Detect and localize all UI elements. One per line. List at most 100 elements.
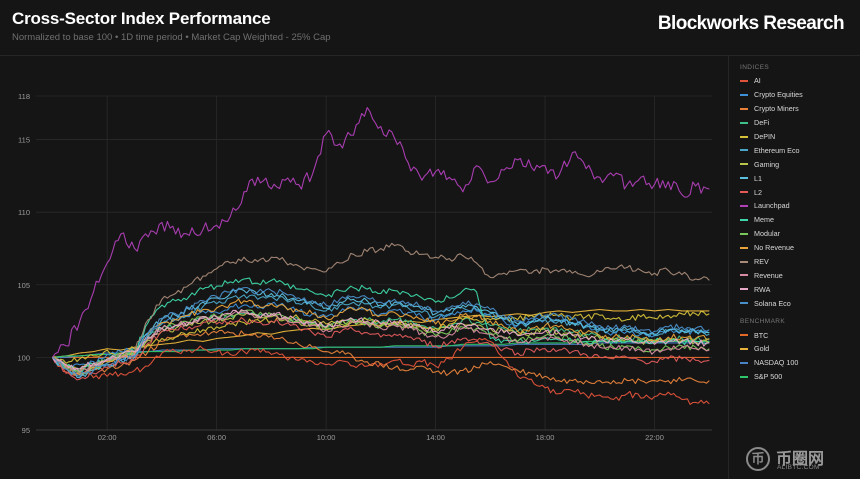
series-line-l2 — [51, 317, 710, 381]
header-divider — [0, 55, 860, 56]
legend-label: NASDAQ 100 — [754, 358, 799, 368]
legend-item-btc[interactable]: BTC — [740, 328, 858, 342]
legend-item-revenue[interactable]: Revenue — [740, 268, 858, 282]
legend-label: Gaming — [754, 159, 780, 169]
x-tick-label: 06:00 — [207, 433, 226, 442]
series-line-launchpad — [51, 107, 710, 358]
legend-label: Modular — [754, 229, 780, 239]
series-line-crypto-miners — [52, 329, 710, 385]
y-tick-label: 95 — [22, 426, 30, 435]
legend-item-rwa[interactable]: RWA — [740, 282, 858, 296]
watermark-name: 币圈网 — [776, 451, 825, 468]
y-tick-label: 118 — [18, 92, 30, 101]
chart-title: Cross-Sector Index Performance — [12, 9, 271, 28]
legend-swatch — [740, 246, 748, 249]
legend-item-l1[interactable]: L1 — [740, 171, 858, 185]
legend-item-crypto-miners[interactable]: Crypto Miners — [740, 102, 858, 116]
legend-label: BTC — [754, 330, 769, 340]
legend-item-gaming[interactable]: Gaming — [740, 157, 858, 171]
legend-item-launchpad[interactable]: Launchpad — [740, 199, 858, 213]
legend-divider — [728, 56, 729, 479]
watermark: 币 币圈网 ALIBTC.COM — [746, 445, 854, 475]
legend-label: Solana Eco — [754, 298, 791, 308]
x-tick-label: 14:00 — [426, 433, 445, 442]
legend-label: Crypto Miners — [754, 104, 799, 114]
legend-swatch — [740, 204, 748, 207]
legend-item-ethereum-eco[interactable]: Ethereum Eco — [740, 143, 858, 157]
legend: INDICES AI Crypto Equities Crypto Miners De… — [740, 64, 858, 384]
y-tick-label: 100 — [17, 353, 30, 362]
legend-item-solana-eco[interactable]: Solana Eco — [740, 296, 858, 310]
grid-lines — [36, 95, 712, 431]
legend-swatch — [740, 191, 748, 194]
x-tick-label: 10:00 — [317, 433, 336, 442]
legend-swatch — [740, 163, 748, 166]
legend-swatch — [740, 218, 748, 221]
legend-label: REV — [754, 257, 769, 267]
chart-plot: 95 100 105 110 115 118 02:00 06:00 10:00 14:00 18… — [17, 92, 712, 442]
brand-logo: Blockworks Research — [657, 13, 845, 34]
series-line-solana-eco — [52, 286, 710, 377]
legend-item-defi[interactable]: DeFi — [740, 116, 858, 130]
legend-label: L1 — [754, 173, 762, 183]
series-line-l1 — [51, 288, 710, 379]
x-tick-label: 18:00 — [536, 433, 555, 442]
legend-label: DeFi — [754, 118, 770, 128]
series-lines — [51, 107, 710, 405]
legend-item-meme[interactable]: Meme — [740, 213, 858, 227]
legend-swatch — [740, 232, 748, 235]
legend-label: No Revenue — [754, 243, 794, 253]
legend-swatch — [740, 347, 748, 350]
legend-item-gold[interactable]: Gold — [740, 342, 858, 356]
y-tick-label: 105 — [17, 281, 30, 290]
series-line-rwa — [51, 309, 710, 371]
legend-benchmark-heading: BENCHMARK — [740, 318, 786, 326]
y-axis-ticks: 95 100 105 110 115 118 — [17, 92, 30, 435]
legend-swatch — [740, 149, 748, 152]
legend-item-ai[interactable]: AI — [740, 74, 858, 88]
legend-swatch — [740, 177, 748, 180]
legend-item-depin[interactable]: DePIN — [740, 130, 858, 144]
legend-label: S&P 500 — [754, 372, 783, 382]
legend-indices-list: AI Crypto Equities Crypto Miners DeFi DePIN E… — [740, 74, 858, 310]
legend-item-crypto-equities[interactable]: Crypto Equities — [740, 88, 858, 102]
legend-label: RWA — [754, 284, 771, 294]
legend-swatch — [740, 121, 748, 124]
watermark-url: ALIBTC.COM — [777, 464, 820, 471]
legend-label: Meme — [754, 215, 774, 225]
legend-item-l2[interactable]: L2 — [740, 185, 858, 199]
legend-swatch — [740, 79, 748, 82]
legend-swatch — [740, 302, 748, 305]
legend-swatch — [740, 288, 748, 291]
series-line-no-revenue — [52, 298, 710, 376]
x-axis-ticks: 02:00 06:00 10:00 14:00 18:00 22:00 — [98, 433, 664, 442]
series-line-ai — [51, 337, 710, 405]
legend-item-rev[interactable]: REV — [740, 255, 858, 269]
x-tick-label: 22:00 — [645, 433, 664, 442]
series-line-ethereum-eco — [52, 294, 710, 376]
chart-subtitle: Normalized to base 100 • 1D time period … — [12, 32, 331, 43]
watermark-logo-icon: 币 — [746, 447, 770, 471]
legend-item-nasdaq-100[interactable]: NASDAQ 100 — [740, 356, 858, 370]
legend-swatch — [740, 93, 748, 96]
legend-swatch — [740, 274, 748, 277]
legend-item-no-revenue[interactable]: No Revenue — [740, 241, 858, 255]
legend-label: Crypto Equities — [754, 90, 803, 100]
legend-benchmark-list: BTC Gold NASDAQ 100 S&P 500 — [740, 328, 858, 384]
legend-label: Gold — [754, 344, 770, 354]
y-tick-label: 115 — [18, 136, 30, 145]
x-tick-label: 02:00 — [98, 433, 117, 442]
series-line-meme — [51, 277, 710, 373]
legend-swatch — [740, 135, 748, 138]
legend-swatch — [740, 334, 748, 337]
legend-label: AI — [754, 76, 761, 86]
legend-label: Ethereum Eco — [754, 145, 800, 155]
legend-label: Launchpad — [754, 201, 790, 211]
series-line-crypto-equities — [51, 301, 710, 370]
legend-label: Revenue — [754, 270, 783, 280]
legend-item-modular[interactable]: Modular — [740, 227, 858, 241]
legend-swatch — [740, 260, 748, 263]
legend-label: DePIN — [754, 132, 776, 141]
legend-item-s-p-500[interactable]: S&P 500 — [740, 370, 858, 384]
legend-indices-heading: INDICES — [740, 64, 770, 71]
